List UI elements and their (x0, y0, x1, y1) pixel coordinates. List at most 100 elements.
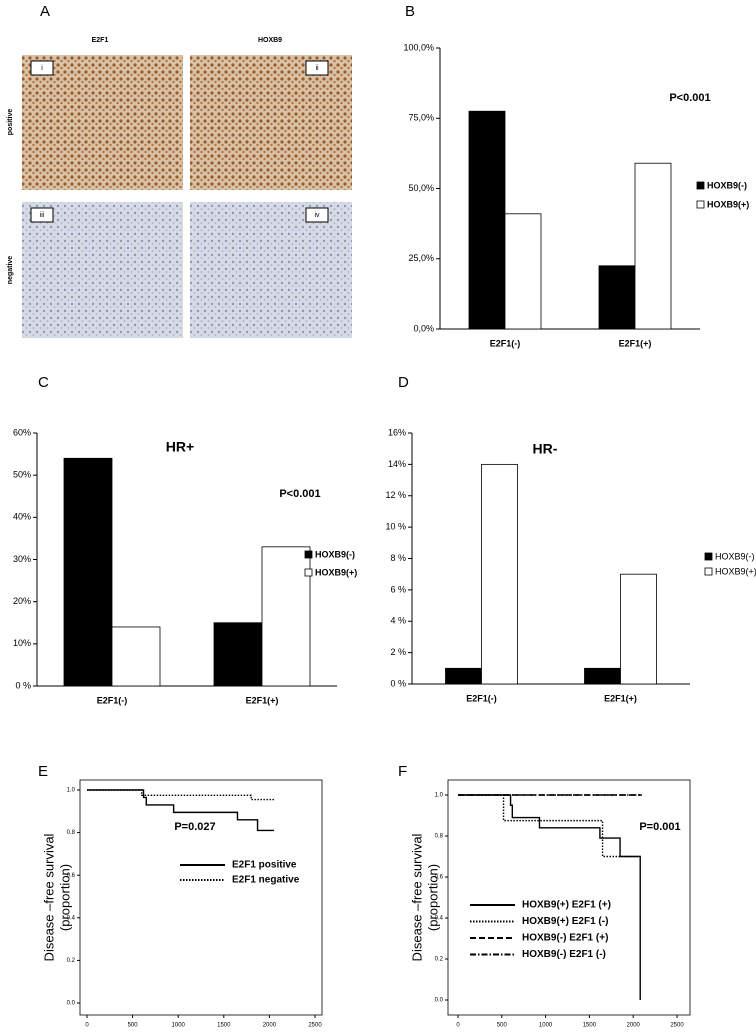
x-tick-label: E2F1(-) (490, 338, 521, 348)
micrograph (190, 55, 352, 190)
y-tick-label: 0 % (15, 680, 31, 690)
y-tick-label: 1.0 (67, 788, 76, 794)
bar (111, 626, 161, 687)
column-label: HOXB9 (258, 37, 282, 44)
y-tick-label: 6 % (390, 584, 406, 594)
x-tick-label: E2F1(+) (619, 338, 652, 348)
annotation: P<0.001 (669, 92, 710, 104)
legend-label: HOXB9(+) E2F1 (+) (522, 900, 611, 911)
x-tick-label: 2000 (627, 1023, 641, 1029)
x-tick-label: 1500 (583, 1023, 597, 1029)
legend-label: HOXB9(-) E2F1 (+) (522, 933, 608, 944)
panel-letter: B (405, 3, 415, 20)
legend-label: HOXB9(-) (715, 551, 755, 561)
x-tick-label: 500 (128, 1023, 139, 1029)
y-tick-label: 30% (13, 554, 31, 564)
tag: i (41, 65, 43, 72)
y-tick-label: 12 % (385, 490, 406, 500)
y-tick-label: 0,0% (413, 323, 434, 333)
legend-label: HOXB9(+) (315, 567, 357, 577)
bar (481, 463, 518, 685)
plot-frame (79, 779, 323, 1016)
survival-line (87, 789, 274, 832)
y-tick-label: 0 % (390, 678, 406, 688)
x-tick-label: E2F1(-) (97, 695, 128, 705)
survival-line (458, 794, 641, 858)
bar (63, 457, 113, 687)
y-tick-label: 25,0% (408, 253, 434, 263)
y-tick-label: 0.8 (435, 834, 444, 840)
plot-frame (447, 779, 691, 1016)
bar (584, 667, 621, 685)
micrograph (190, 202, 352, 338)
x-tick-label: E2F1(+) (604, 693, 637, 703)
y-tick-label: 4 % (390, 616, 406, 626)
x-tick-label: E2F1(+) (246, 695, 279, 705)
y-tick-label: 8 % (390, 553, 406, 563)
tag: iii (40, 212, 45, 219)
y-tick-label: 0.8 (67, 830, 76, 836)
y-tick-label: 0.4 (435, 916, 444, 922)
legend-swatch (696, 181, 705, 190)
tag: ii (315, 65, 319, 72)
x-tick-label: 2000 (263, 1023, 277, 1029)
panel-letter: E (38, 763, 48, 780)
chart-title: HR- (533, 441, 558, 457)
bar (634, 162, 672, 330)
x-tick-label: 2500 (670, 1023, 684, 1029)
y-tick-label: 0.6 (67, 873, 76, 879)
y-tick-label: 0.2 (435, 957, 444, 963)
panel-letter: F (398, 763, 407, 780)
legend-swatch (704, 552, 713, 561)
survival-line (458, 794, 641, 1000)
legend-label: HOXB9(+) E2F1 (-) (522, 916, 608, 927)
bar (598, 265, 636, 330)
y-axis-label: Disease –free survival (41, 833, 56, 961)
y-tick-label: 10 % (385, 522, 406, 532)
x-tick-label: 0 (456, 1023, 460, 1029)
bar (620, 573, 657, 685)
legend-label: HOXB9(-) (315, 549, 355, 559)
bar (445, 667, 482, 685)
y-axis-label: (proportion) (425, 864, 440, 931)
legend-swatch (304, 568, 313, 577)
bar (468, 110, 506, 330)
legend-label: HOXB9(+) (715, 566, 756, 576)
tag-box (30, 60, 54, 76)
y-tick-label: 16% (388, 427, 406, 437)
micrograph (22, 55, 183, 190)
y-tick-label: 40% (13, 512, 31, 522)
y-axis-label: Disease –free survival (409, 833, 424, 961)
bar (261, 546, 311, 687)
legend-label: E2F1 positive (232, 860, 297, 871)
column-label: E2F1 (92, 37, 109, 44)
legend-label: E2F1 negative (232, 875, 300, 886)
annotation: P<0.001 (279, 488, 320, 500)
y-tick-label: 0.6 (435, 875, 444, 881)
y-tick-label: 75,0% (408, 113, 434, 123)
x-tick-label: 1500 (217, 1023, 231, 1029)
tag-box (305, 60, 329, 76)
y-tick-label: 0.0 (435, 998, 444, 1004)
x-tick-label: 1000 (172, 1023, 186, 1029)
bar (504, 213, 542, 330)
tag-box (30, 207, 54, 223)
tag: iv (314, 212, 320, 219)
panel-a: A E2F1 HOXB9 positive negative i ii iii … (7, 3, 352, 338)
y-axis-label: (proportion) (57, 864, 72, 931)
y-tick-label: 1.0 (435, 793, 444, 799)
y-tick-label: 14% (388, 459, 406, 469)
annotation: P=0.027 (174, 821, 215, 833)
row-label: positive (7, 109, 14, 136)
panel-letter: C (38, 374, 49, 391)
annotation: P=0.001 (639, 821, 680, 833)
legend-label: HOXB9(+) (707, 199, 749, 209)
survival-line (87, 789, 274, 801)
y-tick-label: 2 % (390, 647, 406, 657)
x-tick-label: 2500 (308, 1023, 322, 1029)
micrograph (22, 202, 183, 338)
x-tick-label: 0 (85, 1023, 89, 1029)
legend-swatch (304, 550, 313, 559)
y-tick-label: 10% (13, 638, 31, 648)
